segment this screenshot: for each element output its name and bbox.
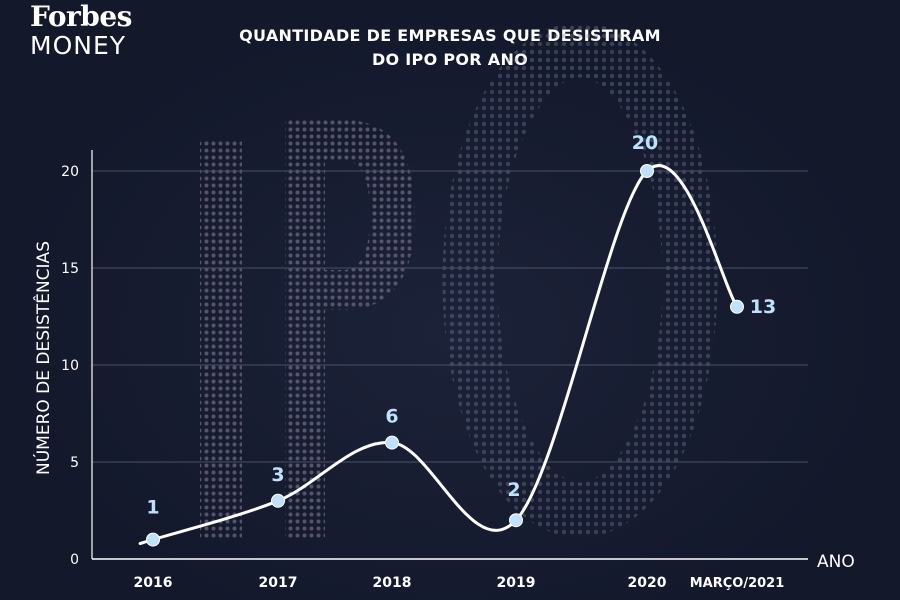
- data-point: [730, 299, 744, 314]
- data-label: 1: [146, 497, 159, 519]
- y-axis-label: NÚMERO DE DESISTÊNCIAS: [34, 241, 54, 475]
- data-point: [271, 493, 285, 508]
- y-tick-label: 20: [61, 164, 79, 180]
- x-tick-label: 2020: [628, 575, 667, 591]
- x-tick-label: 2016: [134, 575, 173, 591]
- data-label: 6: [385, 406, 398, 428]
- x-tick-label: 2018: [373, 575, 412, 591]
- data-point: [640, 164, 654, 178]
- series-line: [138, 164, 739, 546]
- x-tick-label: 2019: [497, 575, 536, 591]
- data-point: [385, 435, 399, 450]
- data-point: [509, 513, 523, 528]
- y-tick-label: 5: [70, 455, 79, 471]
- bg-letter-i: [200, 140, 242, 540]
- logo-forbes: Forbes: [30, 0, 132, 33]
- x-axis-label: ANO: [817, 552, 855, 572]
- bg-letter-o: [442, 22, 718, 538]
- data-label: 2: [507, 479, 520, 501]
- data-point: [146, 532, 160, 547]
- chart-title-line-2: DO IPO POR ANO: [371, 50, 529, 69]
- y-tick-label: 15: [61, 261, 79, 277]
- data-label: 20: [632, 132, 658, 154]
- y-tick-label: 10: [61, 358, 79, 374]
- x-tick-label: MARÇO/2021: [690, 576, 785, 591]
- data-label: 3: [271, 464, 284, 486]
- y-tick-label: 0: [70, 552, 79, 568]
- x-tick-label: 2017: [259, 575, 298, 591]
- logo-money: MONEY: [30, 31, 127, 60]
- bg-letter-p: [285, 120, 415, 540]
- forbes-money-logo: Forbes MONEY: [30, 2, 132, 60]
- data-label: 13: [750, 296, 776, 318]
- background-ipo-lettering: [200, 22, 718, 540]
